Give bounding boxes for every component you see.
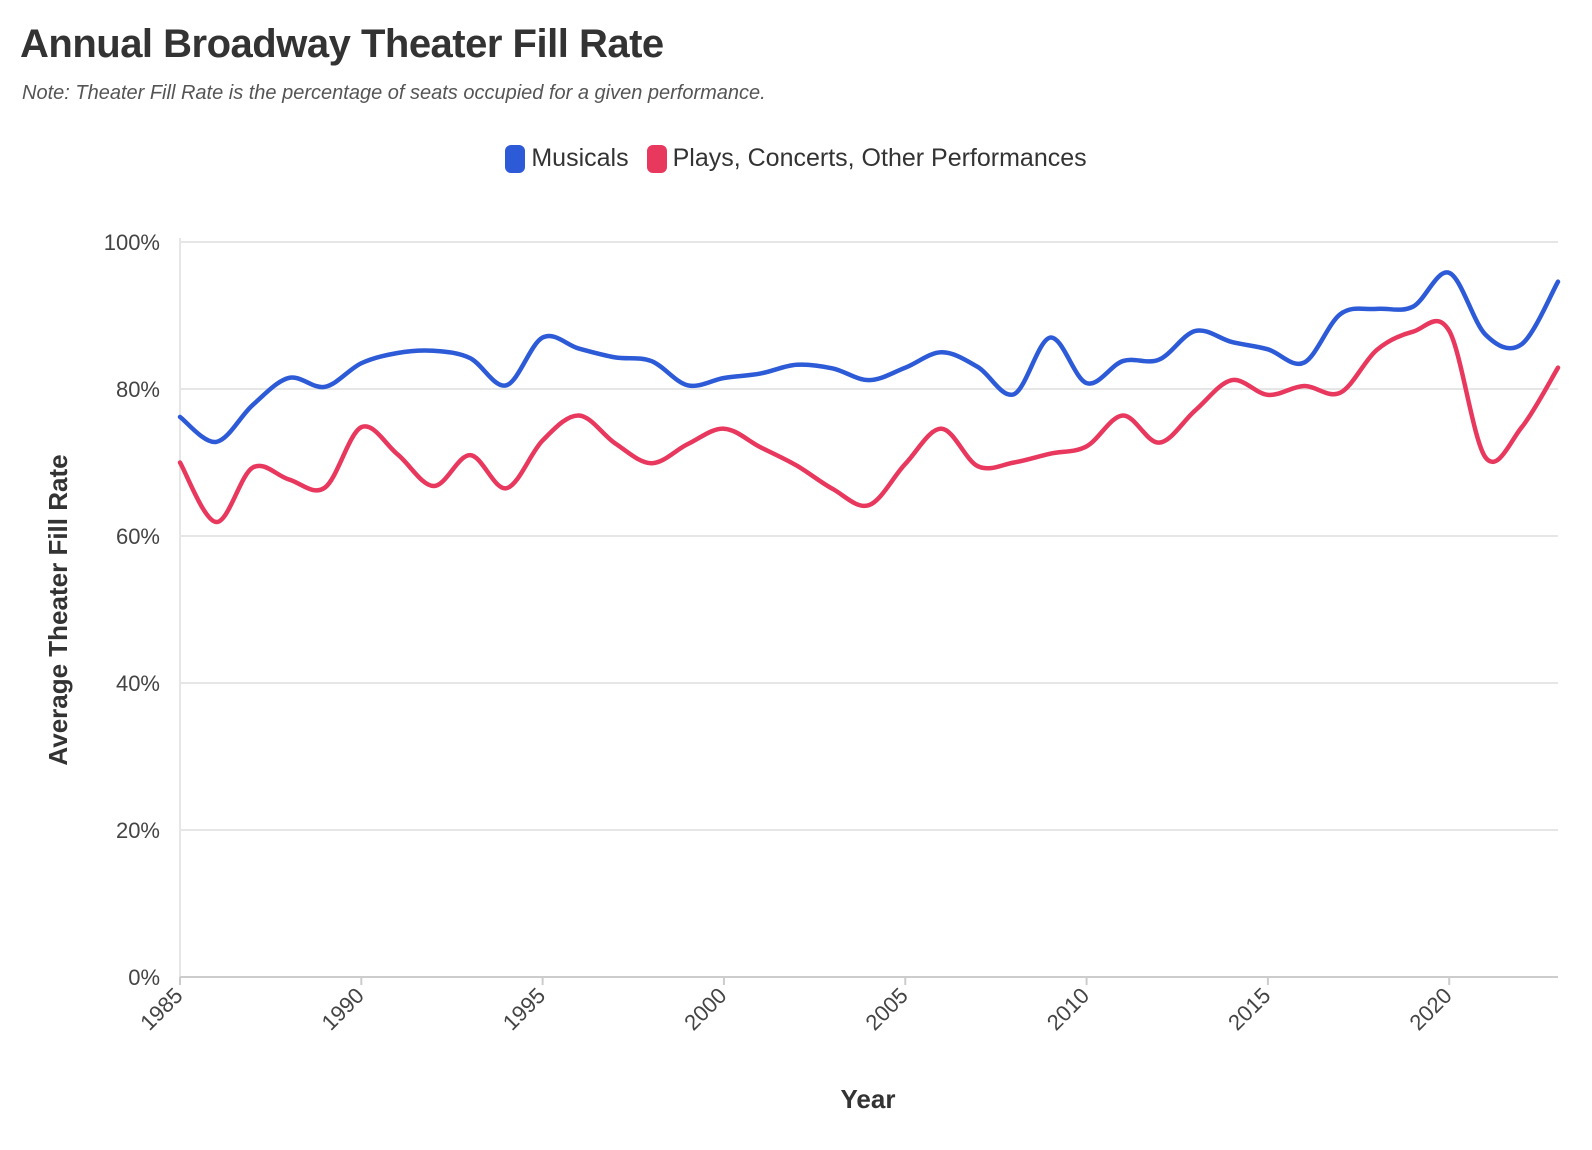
x-tick-label: 2015 (1223, 983, 1275, 1035)
y-tick-label: 40% (116, 671, 160, 696)
x-tick-label: 2005 (861, 983, 913, 1035)
chart-title: Annual Broadway Theater Fill Rate (20, 22, 664, 66)
legend-item-plays[interactable]: Plays, Concerts, Other Performances (646, 144, 1087, 173)
x-tick-label: 1995 (498, 983, 550, 1035)
legend: Musicals Plays, Concerts, Other Performa… (0, 144, 1592, 173)
x-axis-title: Year (841, 1084, 896, 1114)
y-tick-label: 0% (128, 965, 160, 990)
axes (179, 238, 1558, 985)
y-tick-label: 80% (116, 377, 160, 402)
legend-swatch-musicals (505, 144, 526, 173)
legend-swatch-plays (646, 144, 667, 173)
series-line-plays (177, 318, 1561, 525)
legend-label-musicals: Musicals (531, 144, 629, 172)
y-tick-label: 60% (116, 524, 160, 549)
legend-label-plays: Plays, Concerts, Other Performances (672, 144, 1087, 172)
chart-subtitle: Note: Theater Fill Rate is the percentag… (22, 82, 766, 104)
x-tick-label: 1985 (135, 983, 187, 1035)
x-tick-label: 2010 (1042, 983, 1094, 1035)
y-axis-title: Average Theater Fill Rate (43, 454, 73, 765)
x-tick-label: 1990 (317, 983, 369, 1035)
x-tick-label: 2020 (1404, 983, 1456, 1035)
series-line-musicals (177, 270, 1561, 445)
legend-item-musicals[interactable]: Musicals (505, 144, 629, 173)
gridlines (180, 241, 1558, 831)
y-tick-label: 20% (116, 818, 160, 843)
series-lines (177, 270, 1561, 525)
tick-labels: 0% 20% 40% 60% 80% 100% 1985 1990 1995 2000 2005 20… (104, 230, 1457, 1035)
y-tick-label: 100% (104, 230, 160, 255)
x-tick-label: 2000 (679, 983, 731, 1035)
